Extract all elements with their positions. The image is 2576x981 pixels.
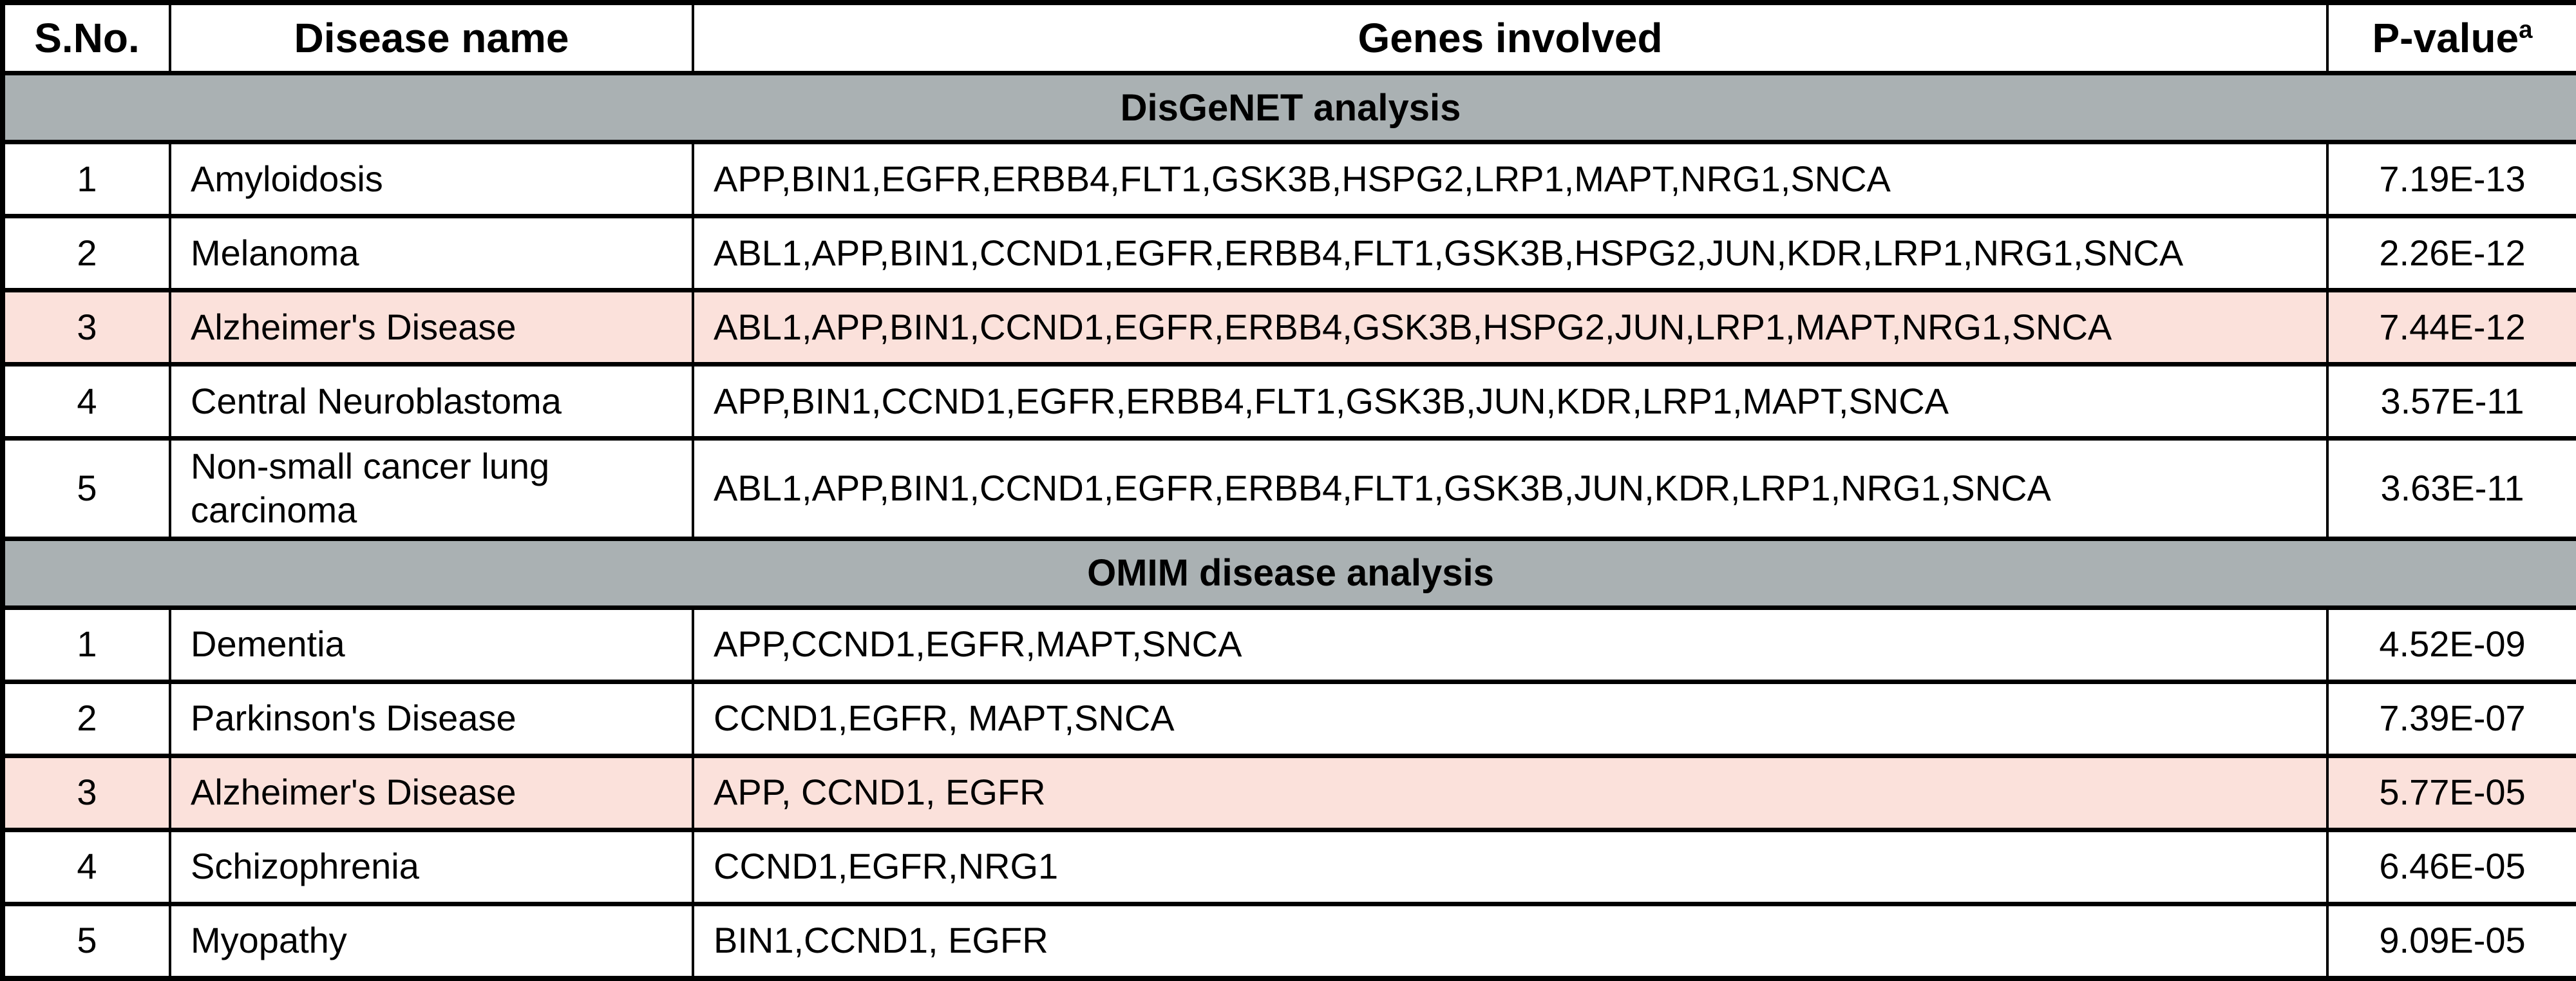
row-number-cell: 2 [1,214,171,292]
row-number-cell: 5 [1,436,171,541]
table-row: 4 Central Neuroblastoma APP,BIN1,CCND1,E… [1,362,2576,441]
pvalue-cell: 6.46E-05 [2326,827,2576,906]
row-number-cell: 4 [1,827,171,906]
section-title: DisGeNET analysis [1,71,2576,144]
pvalue-header-label: P-value [2372,14,2519,61]
table-row: 5 Myopathy BIN1,CCND1, EGFR 9.09E-05 [1,901,2576,981]
disease-name-cell: Amyloidosis [169,140,694,218]
pvalue-cell: 3.63E-11 [2326,436,2576,541]
col-header-genes-involved: Genes involved [692,0,2329,75]
table-body: DisGeNET analysis 1 Amyloidosis APP,BIN1… [1,71,2576,981]
header-row: S.No. Disease name Genes involved P-valu… [1,0,2576,75]
col-header-sno: S.No. [1,0,171,75]
disease-name-cell: Non-small cancer lung carcinoma [169,436,694,541]
table-row: 4 Schizophrenia CCND1,EGFR,NRG1 6.46E-05 [1,827,2576,906]
section-header-row: OMIM disease analysis [1,536,2576,610]
pvalue-cell: 3.57E-11 [2326,362,2576,441]
genes-cell: BIN1,CCND1, EGFR [692,901,2329,981]
col-header-pvalue: P-valuea [2326,0,2576,75]
row-number-cell: 5 [1,901,171,981]
genes-cell: ABL1,APP,BIN1,CCND1,EGFR,ERBB4,FLT1,GSK3… [692,436,2329,541]
disease-name-cell: Melanoma [169,214,694,292]
section-title: OMIM disease analysis [1,536,2576,610]
genes-cell: APP,BIN1,EGFR,ERBB4,FLT1,GSK3B,HSPG2,LRP… [692,140,2329,218]
genes-cell: APP,CCND1,EGFR,MAPT,SNCA [692,605,2329,684]
table-row: 1 Dementia APP,CCND1,EGFR,MAPT,SNCA 4.52… [1,605,2576,684]
pvalue-cell: 9.09E-05 [2326,901,2576,981]
pvalue-cell: 5.77E-05 [2326,753,2576,832]
pvalue-footnote-marker: a [2519,15,2533,44]
genes-cell: APP, CCND1, EGFR [692,753,2329,832]
row-number-cell: 1 [1,605,171,684]
genes-cell: ABL1,APP,BIN1,CCND1,EGFR,ERBB4,FLT1,GSK3… [692,214,2329,292]
table-row: 2 Parkinson's Disease CCND1,EGFR, MAPT,S… [1,679,2576,758]
row-number-cell: 3 [1,753,171,832]
table-row: 1 Amyloidosis APP,BIN1,EGFR,ERBB4,FLT1,G… [1,140,2576,218]
disease-name-cell: Alzheimer's Disease [169,753,694,832]
disease-name-cell: Alzheimer's Disease [169,288,694,367]
col-header-disease-name: Disease name [169,0,694,75]
genes-cell: CCND1,EGFR, MAPT,SNCA [692,679,2329,758]
row-number-cell: 3 [1,288,171,367]
table-row: 5 Non-small cancer lung carcinoma ABL1,A… [1,436,2576,541]
genes-cell: ABL1,APP,BIN1,CCND1,EGFR,ERBB4,GSK3B,HSP… [692,288,2329,367]
pvalue-cell: 7.44E-12 [2326,288,2576,367]
section-header-row: DisGeNET analysis [1,71,2576,144]
table-row: 3 Alzheimer's Disease ABL1,APP,BIN1,CCND… [1,288,2576,367]
disease-name-cell: Central Neuroblastoma [169,362,694,441]
disease-name-cell: Myopathy [169,901,694,981]
genes-cell: CCND1,EGFR,NRG1 [692,827,2329,906]
disease-name-cell: Dementia [169,605,694,684]
pvalue-cell: 7.19E-13 [2326,140,2576,218]
genes-cell: APP,BIN1,CCND1,EGFR,ERBB4,FLT1,GSK3B,JUN… [692,362,2329,441]
disease-name-cell: Schizophrenia [169,827,694,906]
table-row: 3 Alzheimer's Disease APP, CCND1, EGFR 5… [1,753,2576,832]
pvalue-cell: 2.26E-12 [2326,214,2576,292]
row-number-cell: 2 [1,679,171,758]
disease-name-cell: Parkinson's Disease [169,679,694,758]
row-number-cell: 4 [1,362,171,441]
pvalue-cell: 7.39E-07 [2326,679,2576,758]
table-row: 2 Melanoma ABL1,APP,BIN1,CCND1,EGFR,ERBB… [1,214,2576,292]
pvalue-cell: 4.52E-09 [2326,605,2576,684]
row-number-cell: 1 [1,140,171,218]
